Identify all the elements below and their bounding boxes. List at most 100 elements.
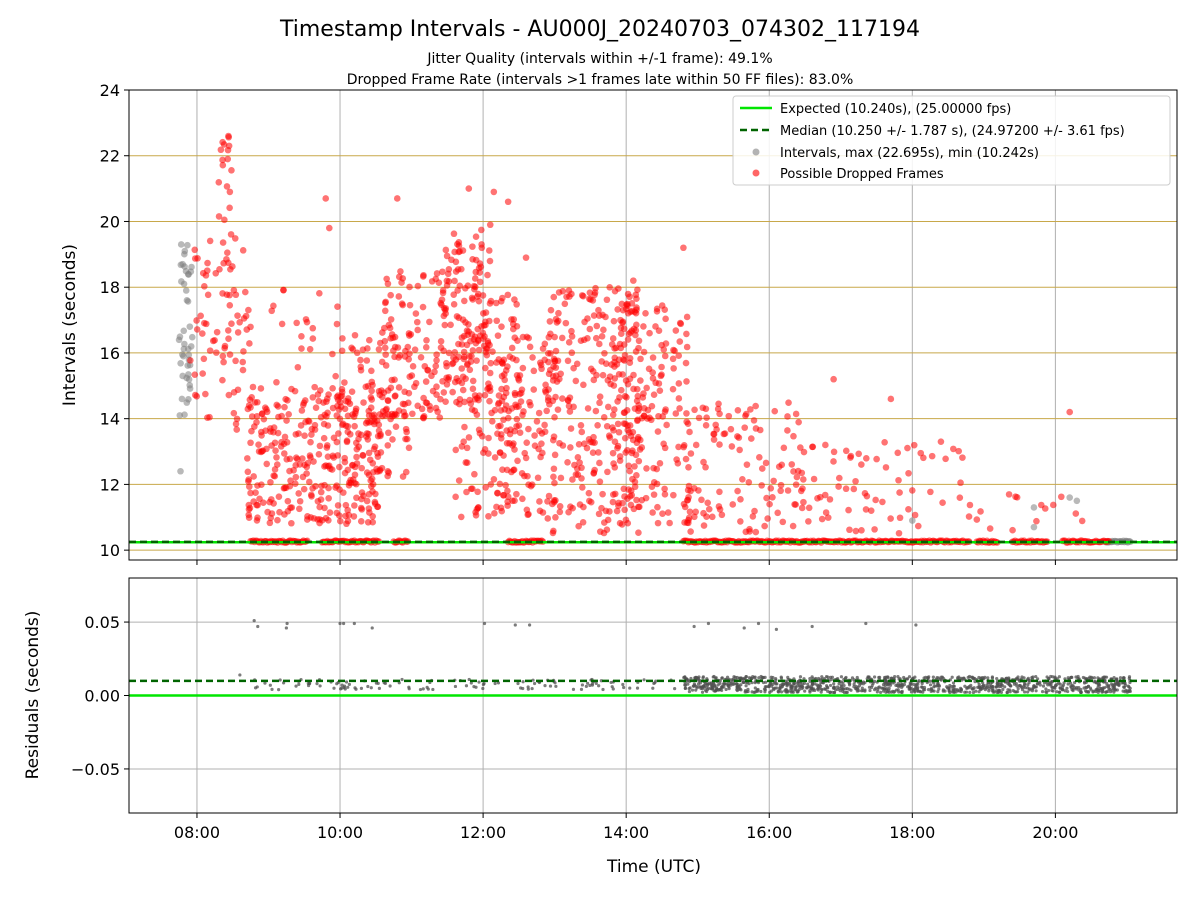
dropped-frame-point [397, 268, 404, 275]
residual-point [779, 676, 784, 680]
dropped-frame-point [260, 415, 268, 423]
residual-point [947, 686, 951, 690]
dropped-frame-point [494, 430, 501, 437]
dropped-frame-point [494, 489, 501, 497]
dropped-frame-point [359, 451, 367, 459]
residual-point [888, 681, 892, 685]
dropped-frame-point [611, 375, 619, 382]
dropped-frame-point [267, 496, 275, 503]
dropped-frame-point [633, 385, 641, 393]
dropped-frame-point [586, 289, 594, 297]
dropped-frame-point [550, 527, 557, 535]
dropped-frame-point [639, 394, 647, 401]
dropped-frame-point [456, 395, 464, 403]
dropped-frame-point [661, 352, 669, 360]
dropped-frame-point [603, 422, 611, 430]
residual-point [720, 676, 724, 680]
dropped-frame-point [914, 522, 922, 530]
residual-point [920, 685, 924, 689]
residual-point [914, 623, 918, 627]
dropped-frame-point [552, 364, 560, 371]
residual-point [252, 618, 256, 623]
dropped-frame-point [1041, 505, 1049, 512]
residual-point [1033, 685, 1037, 689]
dropped-frame-point [295, 490, 302, 497]
dropped-frame-point [1009, 526, 1016, 534]
dropped-frame-point [326, 465, 334, 473]
dropped-frame-point [758, 465, 766, 472]
dropped-frame-point [351, 422, 358, 430]
dropped-frame-point [447, 321, 454, 329]
residual-point [909, 690, 914, 694]
dropped-frame-point [784, 413, 791, 420]
dropped-frame-point [686, 508, 694, 516]
dropped-frame-point [672, 327, 680, 334]
dropped-frame-point [501, 371, 508, 378]
dropped-frame-point [681, 519, 688, 526]
dropped-frame-point [494, 400, 502, 408]
dropped-frame-point [745, 478, 753, 486]
dropped-frame-point [316, 503, 324, 511]
residual-point [825, 685, 829, 689]
dropped-frame-point [389, 436, 396, 443]
dropped-frame-point [375, 346, 383, 353]
dropped-frame-point [301, 432, 308, 440]
dropped-frame-point [873, 455, 880, 463]
residual-point [1045, 690, 1049, 695]
dropped-frame-point [523, 333, 531, 341]
residual-point [724, 687, 728, 692]
residual-point [731, 677, 735, 681]
residual-point [852, 685, 856, 689]
dropped-frame-point [858, 461, 865, 468]
dropped-frame-point [451, 378, 459, 386]
residual-point [902, 675, 906, 680]
residual-point [735, 685, 739, 689]
dropped-frame-point [777, 481, 785, 489]
residual-point [590, 683, 594, 687]
residual-point [936, 683, 940, 687]
dropped-frame-point [219, 138, 226, 146]
dropped-frame-point [298, 332, 305, 340]
dropped-frame-point [609, 449, 617, 457]
residual-point [1071, 689, 1075, 693]
interval-point [185, 376, 193, 383]
dropped-frame-point [621, 392, 629, 400]
dropped-frame-point [614, 306, 621, 313]
dropped-frame-point [957, 479, 964, 487]
dropped-frame-point [488, 418, 496, 425]
dropped-frame-point [412, 310, 420, 317]
dropped-frame-point [219, 239, 227, 246]
dropped-frame-point [277, 443, 285, 450]
residual-point [726, 682, 730, 686]
residual-point [870, 683, 874, 688]
dropped-frame-point [325, 516, 332, 524]
residual-point [1107, 683, 1111, 688]
residual-point [886, 675, 890, 679]
dropped-frame-point [691, 513, 698, 521]
dropped-frame-point [655, 380, 663, 387]
dropped-frame-point [363, 469, 371, 476]
dropped-frame-point [683, 313, 691, 321]
dropped-frame-point [369, 512, 377, 520]
dropped-frame-point [519, 411, 526, 419]
dropped-frame-point [382, 298, 389, 306]
dropped-frame-point [281, 450, 288, 457]
residual-point [826, 689, 830, 693]
dropped-frame-point [226, 351, 234, 358]
residual-point [780, 685, 784, 689]
dropped-frame-point [675, 352, 683, 360]
dropped-frame-point [550, 465, 558, 473]
dropped-frame-point [596, 478, 604, 486]
residual-point [820, 675, 824, 679]
dropped-frame-point [1012, 493, 1019, 501]
dropped-frame-point [626, 293, 633, 301]
dropped-frame-point [452, 493, 459, 501]
dropped-frame-point [614, 420, 622, 428]
dropped-frame-point [528, 481, 536, 489]
dropped-frame-point [553, 319, 561, 326]
dropped-frame-point [587, 365, 595, 373]
interval-point [177, 359, 184, 367]
dropped-frame-point [818, 515, 826, 523]
dropped-frame-point [266, 519, 274, 527]
dropped-frame-point [233, 415, 241, 423]
